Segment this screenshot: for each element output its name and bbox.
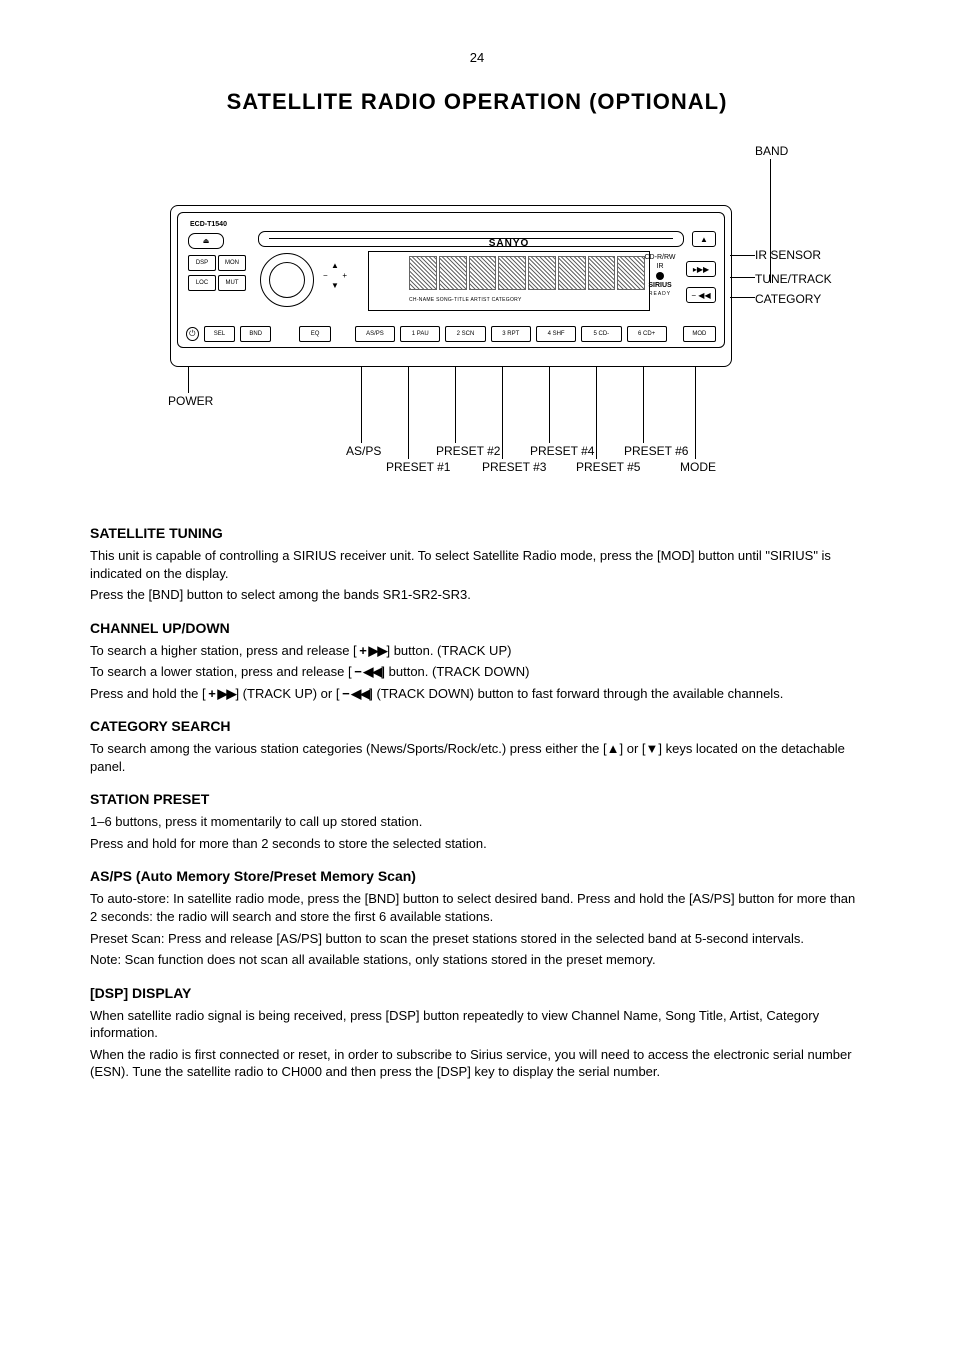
p-dsp2: When the radio is first connected or res… — [90, 1046, 864, 1081]
brand-logo: SANYO — [369, 238, 649, 249]
joystick[interactable]: ▲ − + ▼ — [323, 261, 347, 291]
bottom-button-row: ⏻ SEL BND EQ AS/PS 1 PAU 2 SCN 3 RPT 4 S… — [186, 325, 716, 343]
label-p1: PRESET #1 — [386, 461, 450, 474]
lcd-display: SANYO CH-NAME SONG-TITLE ARTIST CATEGORY — [368, 251, 650, 311]
preset6-button[interactable]: 6 CD+ — [627, 326, 667, 342]
p-ch1: To search a higher station, press and re… — [90, 642, 864, 660]
radio-unit: ECD-T1540 ⏏ ▲ DSP MON LOC MUT ▲ — [170, 205, 732, 367]
label-p6: PRESET #6 — [624, 445, 688, 458]
p-ps2: Press and hold for more than 2 seconds t… — [90, 835, 864, 853]
label-asps: AS/PS — [346, 445, 381, 458]
dsp-button[interactable]: DSP — [188, 255, 216, 271]
preset1-button[interactable]: 1 PAU — [400, 326, 440, 342]
preset2-button[interactable]: 2 SCN — [445, 326, 485, 342]
joy-down-icon[interactable]: ▼ — [323, 281, 347, 291]
ir-sensor-icon — [656, 272, 664, 280]
p-as1: To auto-store: In satellite radio mode, … — [90, 890, 864, 925]
label-band: BAND — [755, 145, 788, 158]
volume-knob[interactable] — [260, 253, 314, 307]
track-down-button[interactable]: − ◀◀ — [686, 287, 716, 303]
p-sat1: This unit is capable of controlling a SI… — [90, 547, 864, 582]
ready-text: READY — [636, 290, 684, 299]
track-up-button[interactable]: ▸▶▶ — [686, 261, 716, 277]
section-title: SATELLITE RADIO OPERATION (OPTIONAL) — [90, 89, 864, 115]
joy-minus-icon[interactable]: − — [323, 271, 328, 281]
eject-button[interactable]: ▲ — [692, 231, 716, 247]
label-p4: PRESET #4 — [530, 445, 594, 458]
h-preset: STATION PRESET — [90, 791, 864, 807]
p-ch3: Press and hold the [ + ▶▶] (TRACK UP) or… — [90, 685, 864, 703]
p-cat1: To search among the various station cate… — [90, 740, 864, 775]
p-ps1: 1–6 buttons, press it momentarily to cal… — [90, 813, 864, 831]
label-category: CATEGORY — [755, 293, 821, 306]
mod-button[interactable]: MOD — [683, 326, 716, 342]
asps-button[interactable]: AS/PS — [355, 326, 395, 342]
joy-plus-icon[interactable]: + — [342, 271, 347, 281]
p-sat2: Press the [BND] button to select among t… — [90, 586, 864, 604]
p-ch2: To search a lower station, press and rel… — [90, 663, 864, 681]
page-number: 24 — [90, 50, 864, 65]
preset3-button[interactable]: 3 RPT — [491, 326, 531, 342]
label-p2: PRESET #2 — [436, 445, 500, 458]
h-asps: AS/PS (Auto Memory Store/Preset Memory S… — [90, 868, 864, 884]
mon-button[interactable]: MON — [218, 255, 246, 271]
label-mode: MODE — [680, 461, 716, 474]
minus-rw-icon: − ◀◀ — [339, 686, 369, 701]
sel-button[interactable]: SEL — [204, 326, 235, 342]
model-tag: ECD-T1540 — [190, 221, 227, 228]
label-p5: PRESET #5 — [576, 461, 640, 474]
p-as2: Preset Scan: Press and release [AS/PS] b… — [90, 930, 864, 948]
h-channel: CHANNEL UP/DOWN — [90, 620, 864, 636]
h-dsp: [DSP] DISPLAY — [90, 985, 864, 1001]
preset4-button[interactable]: 4 SHF — [536, 326, 576, 342]
mut-button[interactable]: MUT — [218, 275, 246, 291]
eq-button[interactable]: EQ — [299, 326, 330, 342]
ir-text: IR — [636, 262, 684, 271]
bnd-button[interactable]: BND — [240, 326, 271, 342]
h-satellite: SATELLITE TUNING — [90, 525, 864, 541]
plus-ff-icon: + ▶▶ — [206, 686, 236, 701]
preset5-button[interactable]: 5 CD- — [581, 326, 621, 342]
label-p3: PRESET #3 — [482, 461, 546, 474]
h-category: CATEGORY SEARCH — [90, 718, 864, 734]
minus-rw-icon: − ◀◀ — [352, 664, 382, 679]
power-button[interactable]: ⏻ — [186, 327, 199, 341]
p-as3: Note: Scan function does not scan all av… — [90, 951, 864, 969]
label-irsensor: IR SENSOR — [755, 249, 821, 262]
plus-ff-icon: + ▶▶ — [357, 643, 387, 658]
sirius-text: SIRIUS — [636, 281, 684, 290]
release-button[interactable]: ⏏ — [188, 233, 224, 249]
p-dsp1: When satellite radio signal is being rec… — [90, 1007, 864, 1042]
label-power: POWER — [168, 395, 213, 408]
radio-diagram: BAND IR SENSOR TUNE/TRACK CATEGORY POWER… — [90, 145, 870, 485]
joy-up-icon[interactable]: ▲ — [323, 261, 347, 271]
lcd-line2: CH-NAME SONG-TITLE ARTIST CATEGORY — [409, 297, 522, 303]
ir-block: CD-R/RW IR SIRIUS READY — [636, 253, 684, 299]
loc-button[interactable]: LOC — [188, 275, 216, 291]
label-tunetrack: TUNE/TRACK — [755, 273, 832, 286]
cdrw-text: CD-R/RW — [636, 253, 684, 262]
